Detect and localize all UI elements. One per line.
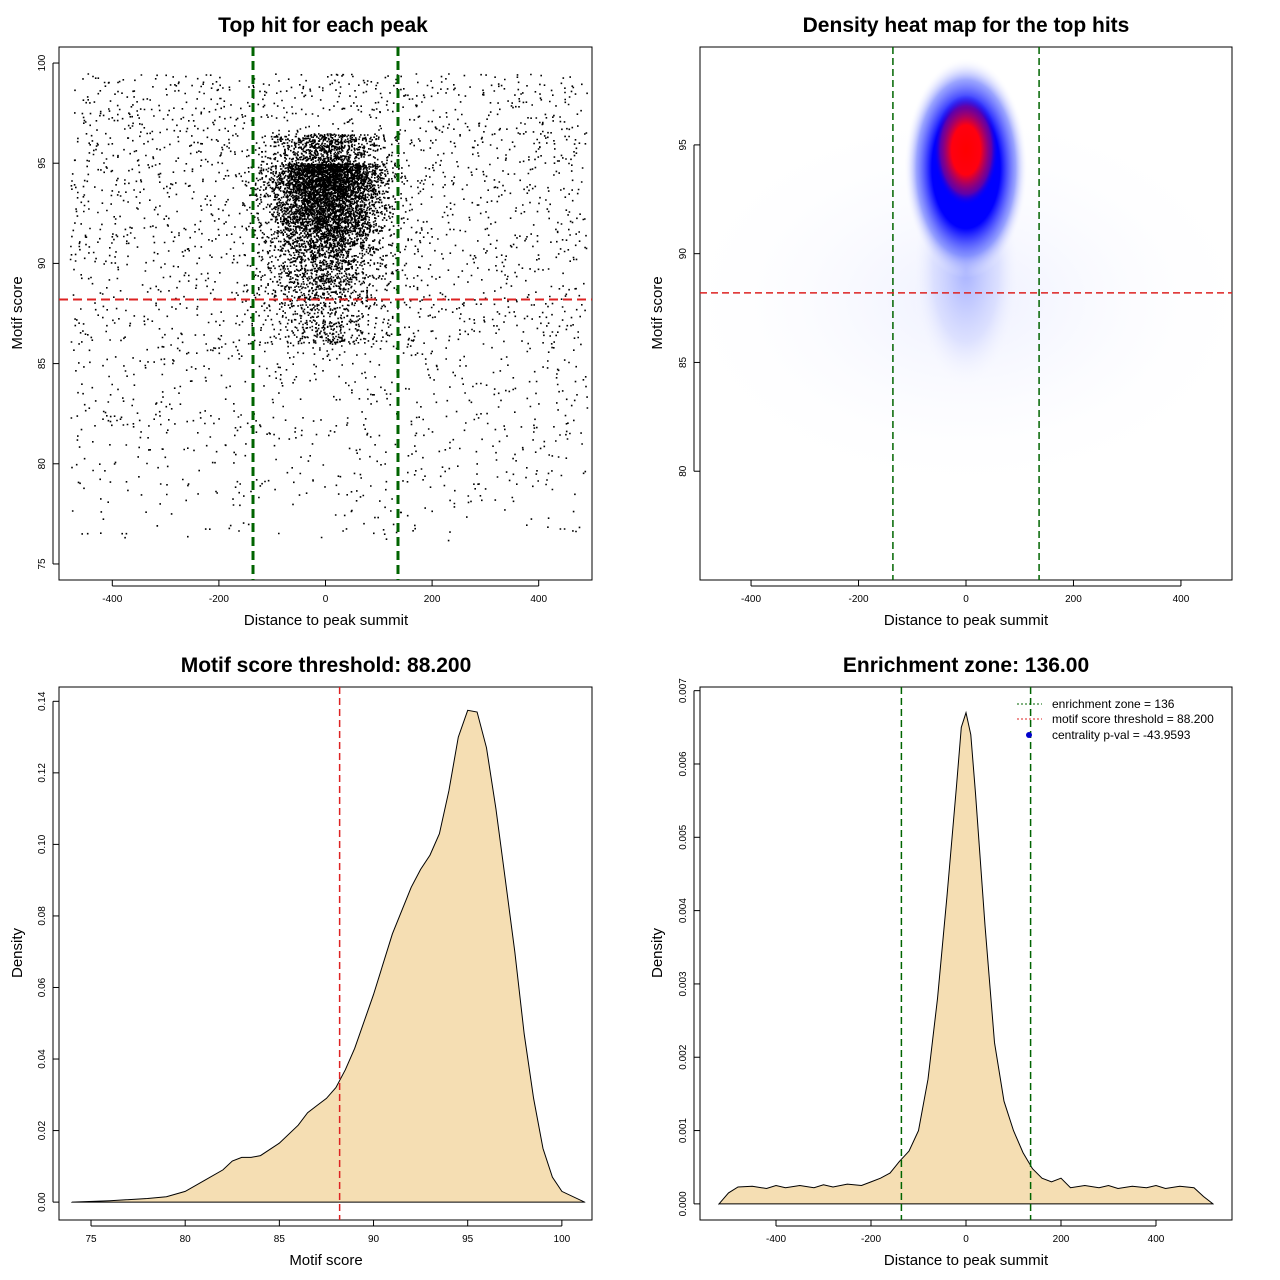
distance-density-x-tick-label: 400 [1148,1234,1165,1245]
heatmap-y-tick-label: 90 [678,248,689,260]
score-density-x-tick-label: 100 [554,1234,571,1245]
legend-label-centrality: centrality p-val = -43.9593 [1052,728,1191,742]
distance-density-y-tick-label: 0.005 [678,824,689,849]
distance-density-x-tick-label: -400 [766,1234,786,1245]
score-density-x-tick-label: 80 [180,1234,192,1245]
distance-density-panel: Enrichment zone: 136.00 -400 -200 0 200 400 … [649,654,1233,1269]
score-density-y-tick-label: 0.08 [37,906,48,926]
distance-density-reference-lines [900,687,1032,1220]
distance-density-x-label: Distance to peak summit [884,1252,1049,1269]
score-density-y-axis: 0.00 0.02 0.04 0.06 0.08 0.10 0.12 0.14 [37,691,59,1212]
distance-density-area [718,710,1214,1206]
score-density-title: Motif score threshold: 88.200 [181,654,472,677]
heatmap-x-axis: -400 -200 0 200 400 [741,580,1190,605]
scatter-x-tick-label: -200 [209,594,229,605]
scatter-panel: Top hit for each peak -400 -200 0 200 400 75… [9,14,593,629]
score-density-area [70,709,586,1203]
legend-label-enrichment-zone: enrichment zone = 136 [1052,697,1175,711]
distance-density-y-axis: 0.000 0.001 0.002 0.003 0.004 0.005 0.006 0.007 [678,678,700,1216]
heatmap-x-tick-label: 400 [1173,594,1190,605]
scatter-x-tick-label: 400 [530,594,547,605]
score-density-y-tick-label: 0.12 [37,763,48,783]
distance-density-y-tick-label: 0.006 [678,751,689,776]
distance-density-y-tick-label: 0.002 [678,1044,689,1069]
score-density-x-tick-label: 90 [368,1234,380,1245]
scatter-reference-lines [59,47,592,580]
scatter-y-tick-label: 95 [37,157,48,169]
heatmap-y-tick-label: 95 [678,139,689,151]
score-density-x-axis: 75 80 85 90 95 100 [85,1220,571,1245]
score-density-x-tick-label: 95 [462,1234,474,1245]
distance-density-y-tick-label: 0.004 [678,898,689,923]
score-density-y-tick-label: 0.04 [37,1049,48,1069]
score-density-y-tick-label: 0.02 [37,1120,48,1140]
distance-density-y-tick-label: 0.003 [678,971,689,996]
distance-density-y-label: Density [649,927,666,978]
heatmap-x-tick-label: 200 [1065,594,1082,605]
heatmap-y-tick-label: 80 [678,465,689,477]
heatmap-title: Density heat map for the top hits [803,14,1130,37]
distance-density-x-tick-label: 200 [1053,1234,1070,1245]
score-density-panel: Motif score threshold: 88.200 75 80 85 90 95… [9,654,593,1269]
scatter-y-axis: 75 80 85 90 95 100 [37,54,59,570]
heatmap-x-tick-label: -200 [849,594,869,605]
scatter-y-label: Motif score [9,276,26,349]
scatter-y-tick-label: 80 [37,458,48,470]
score-density-y-tick-label: 0.06 [37,977,48,997]
score-density-x-tick-label: 75 [85,1234,97,1245]
distance-density-y-tick-label: 0.001 [678,1118,689,1143]
scatter-plot-frame [58,46,593,581]
score-density-x-label: Motif score [289,1252,362,1269]
scatter-title: Top hit for each peak [218,14,428,37]
legend-swatch-centrality [1026,732,1032,738]
scatter-y-tick-label: 75 [37,558,48,570]
heatmap-y-label: Motif score [649,276,666,349]
distance-density-x-axis: -400 -200 0 200 400 [766,1220,1165,1245]
score-density-plot-frame [58,686,593,1221]
heatmap-x-label: Distance to peak summit [884,612,1049,629]
heatmap-panel: Density heat map for the top hits -400 -2… [649,14,1233,629]
scatter-x-label: Distance to peak summit [244,612,409,629]
scatter-x-tick-label: 0 [323,594,329,605]
distance-density-y-tick-label: 0.007 [678,678,689,703]
score-density-y-tick-label: 0.10 [37,834,48,854]
distance-density-legend: enrichment zone = 136 motif score thresh… [1017,697,1214,742]
heatmap-reference-lines [700,47,1232,580]
scatter-x-tick-label: -400 [102,594,122,605]
distance-density-x-tick-label: -200 [861,1234,881,1245]
heatmap-x-tick-label: -400 [741,594,761,605]
heatmap-y-axis: 80 85 90 95 [678,139,700,477]
legend-label-motif-threshold: motif score threshold = 88.200 [1052,712,1214,726]
heatmap-x-tick-label: 0 [963,594,969,605]
heatmap-red-core [934,95,998,205]
scatter-points [69,73,589,542]
scatter-y-tick-label: 90 [37,257,48,269]
scatter-x-tick-label: 200 [424,594,441,605]
heatmap-density-layer [700,47,1232,580]
scatter-points-layer [69,73,589,542]
score-density-y-tick-label: 0.14 [37,691,48,711]
heatmap-y-tick-label: 85 [678,356,689,368]
score-density-x-tick-label: 85 [274,1234,286,1245]
distance-density-title: Enrichment zone: 136.00 [843,654,1089,677]
distance-density-x-tick-label: 0 [963,1234,969,1245]
score-density-y-label: Density [9,927,26,978]
scatter-y-tick-label: 85 [37,358,48,370]
scatter-y-tick-label: 100 [37,54,48,71]
score-density-y-tick-label: 0.00 [37,1192,48,1212]
scatter-x-axis: -400 -200 0 200 400 [102,580,547,605]
distance-density-y-tick-label: 0.000 [678,1191,689,1216]
